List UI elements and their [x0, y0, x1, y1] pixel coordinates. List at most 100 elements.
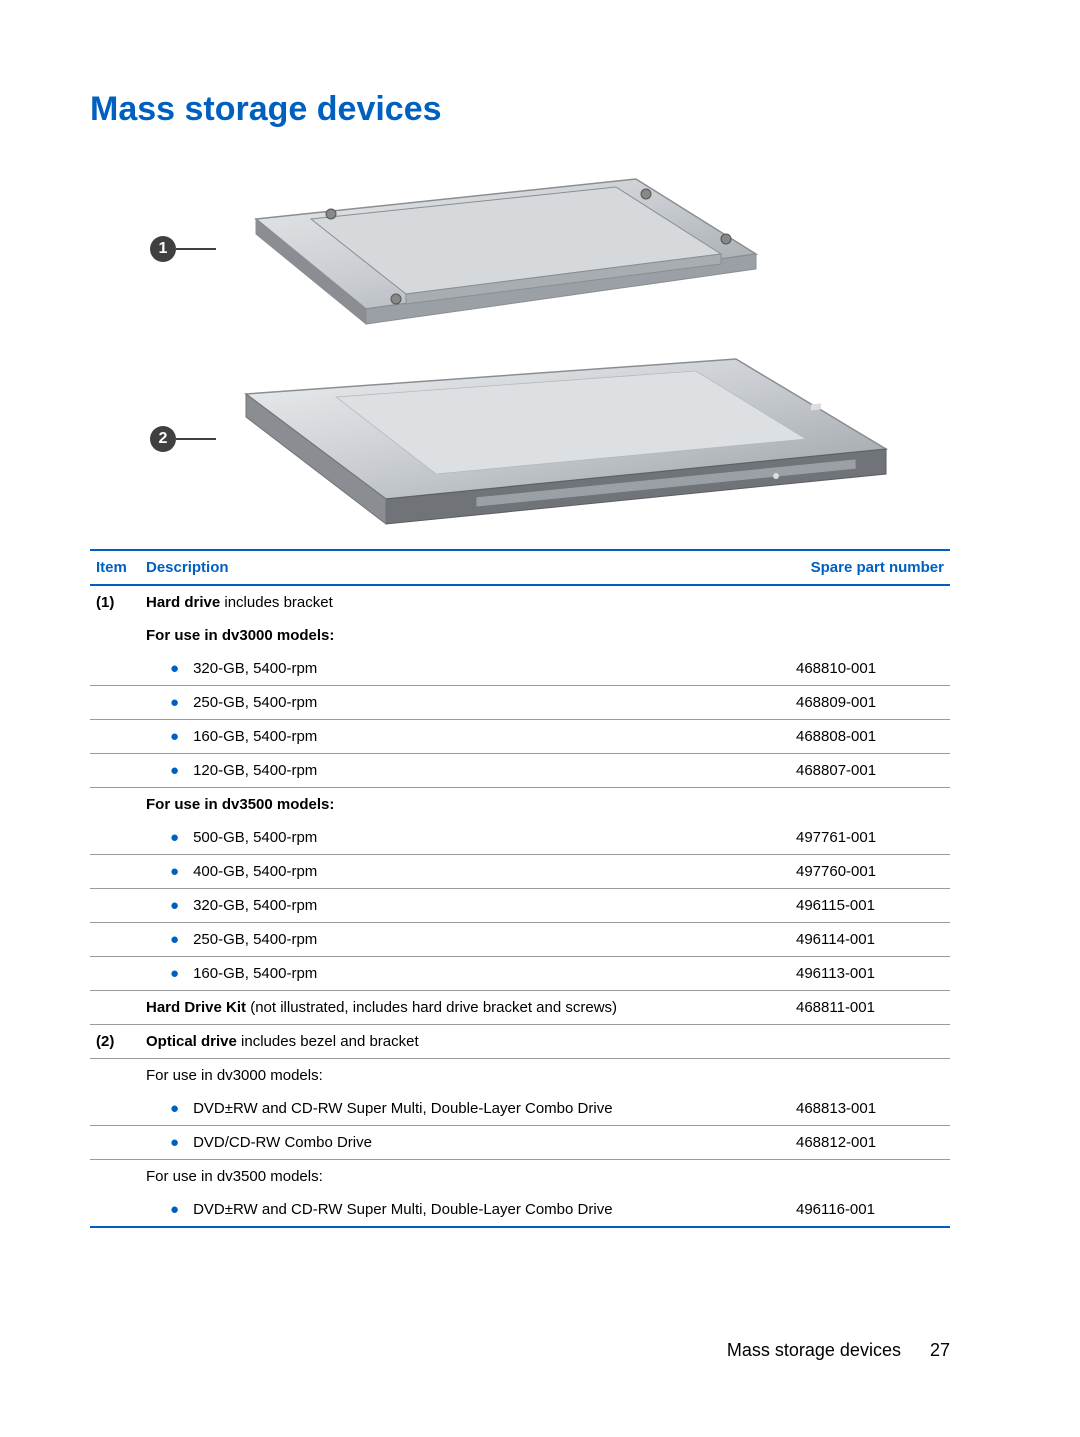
bullet-icon: ● — [170, 1100, 193, 1117]
cell-item — [90, 957, 140, 991]
col-description: Description — [140, 550, 790, 585]
cell-item — [90, 1193, 140, 1227]
table-row: ●320-GB, 5400-rpm468810-001 — [90, 652, 950, 686]
cell-spare-part-number: 496116-001 — [790, 1193, 950, 1227]
table-row: (1)Hard drive includes bracket — [90, 585, 950, 619]
desc-bold: Hard drive — [146, 594, 220, 611]
cell-spare-part-number: 468809-001 — [790, 686, 950, 720]
desc-bold: Optical drive — [146, 1033, 237, 1050]
cell-item — [90, 788, 140, 822]
cell-description: For use in dv3500 models: — [140, 1160, 790, 1194]
cell-spare-part-number: 497760-001 — [790, 855, 950, 889]
callout-1-line — [176, 248, 216, 250]
table-row: ●250-GB, 5400-rpm496114-001 — [90, 923, 950, 957]
cell-spare-part-number: 468811-001 — [790, 991, 950, 1025]
cell-spare-part-number: 496115-001 — [790, 889, 950, 923]
bullet-icon: ● — [170, 931, 193, 948]
bullet-text: 250-GB, 5400-rpm — [193, 694, 317, 711]
callout-1-icon: 1 — [150, 236, 176, 262]
parts-table: Item Description Spare part number (1)Ha… — [90, 549, 950, 1228]
cell-description: ●400-GB, 5400-rpm — [140, 855, 790, 889]
table-row: For use in dv3000 models: — [90, 1059, 950, 1093]
desc-bold: For use in dv3000 models: — [146, 627, 334, 644]
bullet-icon: ● — [170, 762, 193, 779]
cell-item — [90, 754, 140, 788]
bullet-icon: ● — [170, 829, 193, 846]
bullet-icon: ● — [170, 694, 193, 711]
cell-description: ●250-GB, 5400-rpm — [140, 686, 790, 720]
bullet-text: 160-GB, 5400-rpm — [193, 965, 317, 982]
bullet-text: 120-GB, 5400-rpm — [193, 762, 317, 779]
cell-item — [90, 720, 140, 754]
cell-item — [90, 889, 140, 923]
optical-drive-illustration — [216, 349, 896, 529]
cell-item — [90, 821, 140, 855]
table-header-row: Item Description Spare part number — [90, 550, 950, 585]
desc-rest: includes bracket — [220, 594, 333, 611]
bullet-icon: ● — [170, 1134, 193, 1151]
cell-description: Hard Drive Kit (not illustrated, include… — [140, 991, 790, 1025]
bullet-icon: ● — [170, 728, 193, 745]
table-row: ●120-GB, 5400-rpm468807-001 — [90, 754, 950, 788]
cell-item — [90, 619, 140, 652]
cell-description: ●DVD±RW and CD-RW Super Multi, Double-La… — [140, 1193, 790, 1227]
cell-spare-part-number — [790, 1059, 950, 1093]
table-row: (2)Optical drive includes bezel and brac… — [90, 1025, 950, 1059]
cell-item — [90, 855, 140, 889]
desc-rest: (not illustrated, includes hard drive br… — [246, 999, 617, 1016]
table-row: For use in dv3500 models: — [90, 788, 950, 822]
cell-description: Hard drive includes bracket — [140, 585, 790, 619]
bullet-text: 160-GB, 5400-rpm — [193, 728, 317, 745]
footer-section: Mass storage devices — [727, 1340, 901, 1360]
table-row: For use in dv3500 models: — [90, 1160, 950, 1194]
table-row: ●160-GB, 5400-rpm468808-001 — [90, 720, 950, 754]
cell-description: ●320-GB, 5400-rpm — [140, 889, 790, 923]
bullet-icon: ● — [170, 863, 193, 880]
table-row: ●320-GB, 5400-rpm496115-001 — [90, 889, 950, 923]
cell-description: ●160-GB, 5400-rpm — [140, 957, 790, 991]
cell-spare-part-number: 468810-001 — [790, 652, 950, 686]
table-row: ●250-GB, 5400-rpm468809-001 — [90, 686, 950, 720]
cell-item — [90, 1059, 140, 1093]
bullet-text: 500-GB, 5400-rpm — [193, 829, 317, 846]
callout-2-line — [176, 438, 216, 440]
table-row: For use in dv3000 models: — [90, 619, 950, 652]
bullet-text: DVD±RW and CD-RW Super Multi, Double-Lay… — [193, 1100, 612, 1117]
cell-spare-part-number: 468807-001 — [790, 754, 950, 788]
bullet-icon: ● — [170, 897, 193, 914]
bullet-icon: ● — [170, 1201, 193, 1218]
page-footer: Mass storage devices 27 — [0, 1340, 1080, 1361]
cell-description: For use in dv3000 models: — [140, 1059, 790, 1093]
col-spare-part-number: Spare part number — [790, 550, 950, 585]
bullet-text: 320-GB, 5400-rpm — [193, 897, 317, 914]
cell-spare-part-number — [790, 1025, 950, 1059]
table-row: ●DVD±RW and CD-RW Super Multi, Double-La… — [90, 1092, 950, 1126]
cell-item — [90, 1126, 140, 1160]
cell-item — [90, 686, 140, 720]
callout-2-icon: 2 — [150, 426, 176, 452]
bullet-text: 400-GB, 5400-rpm — [193, 863, 317, 880]
cell-description: For use in dv3500 models: — [140, 788, 790, 822]
cell-description: For use in dv3000 models: — [140, 619, 790, 652]
desc-bold: For use in dv3500 models: — [146, 796, 334, 813]
cell-description: ●500-GB, 5400-rpm — [140, 821, 790, 855]
section-title: Mass storage devices — [90, 90, 950, 129]
cell-spare-part-number: 468812-001 — [790, 1126, 950, 1160]
bullet-text: 250-GB, 5400-rpm — [193, 931, 317, 948]
cell-item — [90, 991, 140, 1025]
cell-description: ●DVD/CD-RW Combo Drive — [140, 1126, 790, 1160]
bullet-text: DVD/CD-RW Combo Drive — [193, 1134, 372, 1151]
cell-description: Optical drive includes bezel and bracket — [140, 1025, 790, 1059]
table-row: ●DVD±RW and CD-RW Super Multi, Double-La… — [90, 1193, 950, 1227]
cell-description: ●120-GB, 5400-rpm — [140, 754, 790, 788]
table-row: ●400-GB, 5400-rpm497760-001 — [90, 855, 950, 889]
desc-rest: includes bezel and bracket — [237, 1033, 419, 1050]
cell-spare-part-number: 497761-001 — [790, 821, 950, 855]
cell-spare-part-number: 468813-001 — [790, 1092, 950, 1126]
cell-spare-part-number — [790, 619, 950, 652]
cell-item — [90, 923, 140, 957]
cell-item — [90, 652, 140, 686]
cell-item — [90, 1160, 140, 1194]
cell-item: (2) — [90, 1025, 140, 1059]
cell-description: ●160-GB, 5400-rpm — [140, 720, 790, 754]
